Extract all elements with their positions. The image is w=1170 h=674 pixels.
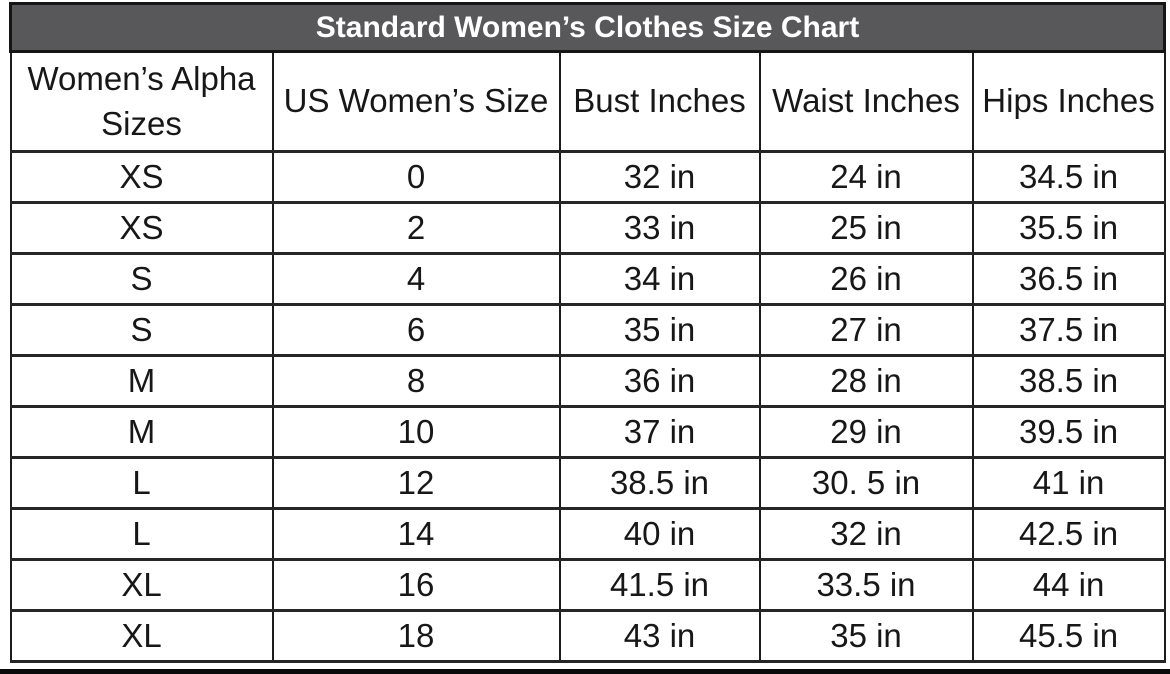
bottom-border-bar (0, 669, 1170, 674)
table-cell: 35 in (758, 609, 974, 663)
table-cell: L (9, 456, 274, 510)
table-cell: 41 in (971, 456, 1166, 510)
table-cell: XL (9, 558, 274, 612)
table-cell: XS (9, 150, 274, 204)
column-header: Women’s Alpha Sizes (9, 50, 274, 153)
column-header: Waist Inches (758, 50, 974, 153)
table-cell: 35 in (558, 303, 761, 357)
table-row: S 4 34 in 26 in 36.5 in (9, 252, 1166, 306)
table-cell: 40 in (558, 507, 761, 561)
table-cell: 14 (271, 507, 561, 561)
table-row: XS 2 33 in 25 in 35.5 in (9, 201, 1166, 255)
table-cell: 8 (271, 354, 561, 408)
table-row: XS 0 32 in 24 in 34.5 in (9, 150, 1166, 204)
table-cell: 27 in (758, 303, 974, 357)
table-row: M 8 36 in 28 in 38.5 in (9, 354, 1166, 408)
table-cell: 37 in (558, 405, 761, 459)
header-row: Women’s Alpha Sizes US Women’s Size Bust I… (9, 50, 1166, 153)
table-cell: M (9, 405, 274, 459)
table-cell: 29 in (758, 405, 974, 459)
table-cell: 39.5 in (971, 405, 1166, 459)
table-row: L 12 38.5 in 30. 5 in 41 in (9, 456, 1166, 510)
table-cell: 34.5 in (971, 150, 1166, 204)
table-row: XL 16 41.5 in 33.5 in 44 in (9, 558, 1166, 612)
table-cell: 6 (271, 303, 561, 357)
table-cell: 38.5 in (558, 456, 761, 510)
column-header: US Women’s Size (271, 50, 561, 153)
size-chart-table: Standard Women’s Clothes Size Chart Wome… (8, 2, 1167, 663)
table-cell: 35.5 in (971, 201, 1166, 255)
table-cell: 32 in (758, 507, 974, 561)
table-cell: S (9, 303, 274, 357)
table-cell: S (9, 252, 274, 306)
table-cell: XS (9, 201, 274, 255)
table-cell: 16 (271, 558, 561, 612)
table-row: M 10 37 in 29 in 39.5 in (9, 405, 1166, 459)
table-cell: 45.5 in (971, 609, 1166, 663)
table-row: L 14 40 in 32 in 42.5 in (9, 507, 1166, 561)
table-row: S 6 35 in 27 in 37.5 in (9, 303, 1166, 357)
title-row: Standard Women’s Clothes Size Chart (8, 2, 1167, 53)
table-cell: M (9, 354, 274, 408)
column-header: Hips Inches (971, 50, 1166, 153)
table-cell: 37.5 in (971, 303, 1166, 357)
column-header: Bust Inches (558, 50, 761, 153)
table-cell: 41.5 in (558, 558, 761, 612)
table-cell: 18 (271, 609, 561, 663)
chart-title: Standard Women’s Clothes Size Chart (8, 2, 1167, 53)
table-cell: 38.5 in (971, 354, 1166, 408)
table-cell: 0 (271, 150, 561, 204)
table-cell: 10 (271, 405, 561, 459)
table-cell: 44 in (971, 558, 1166, 612)
table-cell: 26 in (758, 252, 974, 306)
table-cell: 4 (271, 252, 561, 306)
table-cell: 33 in (558, 201, 761, 255)
table-cell: 32 in (558, 150, 761, 204)
table-cell: 43 in (558, 609, 761, 663)
table-row: XL 18 43 in 35 in 45.5 in (9, 609, 1166, 663)
table-cell: L (9, 507, 274, 561)
table-cell: 36.5 in (971, 252, 1166, 306)
table-cell: 36 in (558, 354, 761, 408)
table-cell: 30. 5 in (758, 456, 974, 510)
table-cell: 28 in (758, 354, 974, 408)
table-body: XS 0 32 in 24 in 34.5 in XS 2 33 in 25 in 35.5 in… (9, 150, 1166, 663)
table-cell: 34 in (558, 252, 761, 306)
table-cell: XL (9, 609, 274, 663)
table-cell: 25 in (758, 201, 974, 255)
table-cell: 12 (271, 456, 561, 510)
table-cell: 42.5 in (971, 507, 1166, 561)
table-cell: 2 (271, 201, 561, 255)
table-cell: 24 in (758, 150, 974, 204)
table-cell: 33.5 in (758, 558, 974, 612)
